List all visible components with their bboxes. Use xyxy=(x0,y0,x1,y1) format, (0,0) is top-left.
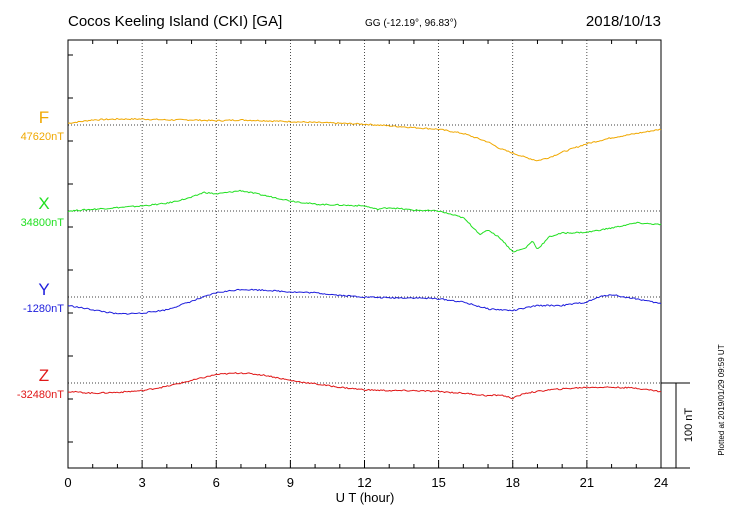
grid-lines xyxy=(68,40,661,468)
series-line-y xyxy=(67,288,662,315)
series-baseline-z: -32480nT xyxy=(17,389,64,401)
axis-ticks: 0 3 6 9 12 15 18 21 24 xyxy=(64,40,668,490)
x-tick-label: 15 xyxy=(431,475,445,490)
series-name-f: F xyxy=(39,108,49,127)
x-tick-label: 0 xyxy=(64,475,71,490)
series-line-x xyxy=(67,189,662,253)
series-baseline-x: 34800nT xyxy=(21,217,65,229)
x-tick-label: 24 xyxy=(654,475,668,490)
series-name-z: Z xyxy=(39,366,49,385)
series-labels: F 47620nT X 34800nT Y -1280nT Z -32480nT xyxy=(17,108,64,401)
x-axis-label: U T (hour) xyxy=(336,490,395,505)
plotted-timestamp: Plotted at 2019/01/29 09:59 UT xyxy=(717,344,726,455)
x-tick-label: 21 xyxy=(580,475,594,490)
series-line-f xyxy=(67,117,662,162)
station-title: Cocos Keeling Island (CKI) [GA] xyxy=(68,13,282,30)
x-tick-label: 6 xyxy=(213,475,220,490)
series-layer xyxy=(67,117,662,400)
x-tick-label: 12 xyxy=(357,475,371,490)
x-tick-label: 18 xyxy=(506,475,520,490)
x-tick-label: 9 xyxy=(287,475,294,490)
geo-coordinates: GG (-12.19°, 96.83°) xyxy=(365,18,457,29)
series-line-z xyxy=(68,372,662,400)
plot-date: 2018/10/13 xyxy=(586,13,661,30)
series-name-y: Y xyxy=(38,280,49,299)
scale-bar-label: 100 nT xyxy=(683,408,695,443)
x-tick-label: 3 xyxy=(139,475,146,490)
series-baseline-y: -1280nT xyxy=(23,303,64,315)
scale-bar: 100 nT xyxy=(661,382,695,469)
series-baseline-f: 47620nT xyxy=(21,131,65,143)
series-name-x: X xyxy=(38,194,49,213)
